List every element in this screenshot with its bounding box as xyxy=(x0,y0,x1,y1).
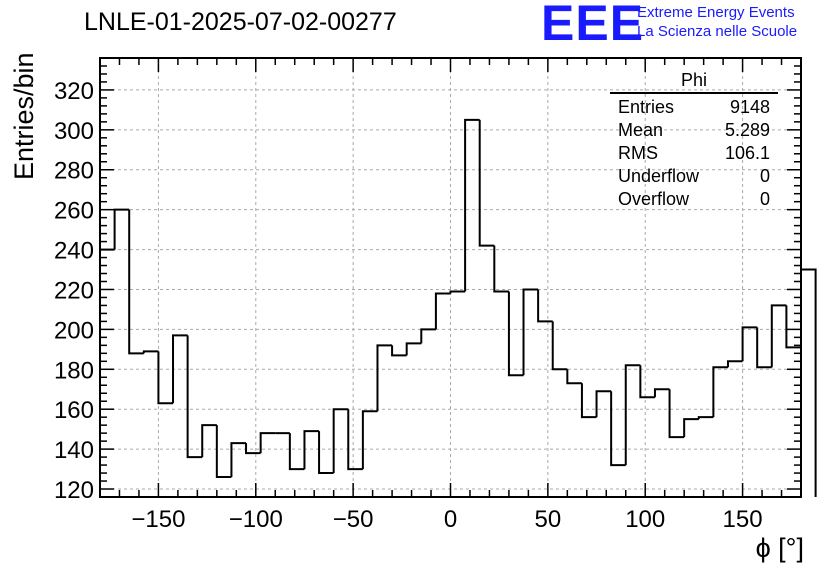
histogram-bin xyxy=(405,342,422,356)
y-axis-label: Entries/bin xyxy=(9,52,39,180)
stats-row: Entries 9148 xyxy=(610,96,778,119)
histogram-bin xyxy=(288,433,305,471)
stats-value: 0 xyxy=(759,189,770,209)
stats-label: Entries xyxy=(618,97,675,117)
histogram-bin xyxy=(580,383,597,419)
histogram-bin xyxy=(376,344,393,412)
histogram-bin xyxy=(186,335,203,459)
x-tick-label: −150 xyxy=(131,506,185,533)
histogram-bin xyxy=(391,345,407,357)
x-tick-label: −100 xyxy=(229,506,283,533)
histogram-bin xyxy=(624,364,641,466)
stats-value: 9148 xyxy=(729,97,770,117)
tick-labels: −150 −100 −50 0 50 100 150 120 140 160 180 200 220 24… xyxy=(54,78,763,533)
histogram-bin xyxy=(332,408,349,474)
histogram-bin xyxy=(128,209,144,355)
histogram-bin xyxy=(537,289,553,323)
stats-label: Underflow xyxy=(618,166,700,186)
histogram-bin xyxy=(303,430,320,470)
y-tick-label: 140 xyxy=(54,437,94,464)
histogram-bin xyxy=(259,432,276,454)
histogram-bin xyxy=(756,327,772,369)
stats-value: 106.1 xyxy=(724,143,770,163)
histogram-bin xyxy=(697,416,714,420)
histogram-bin xyxy=(142,350,159,354)
histogram-bin xyxy=(683,418,699,438)
histogram-bin xyxy=(318,431,334,475)
histogram-bin xyxy=(113,208,130,250)
histogram-bin xyxy=(800,268,817,497)
histogram-bin xyxy=(551,321,568,371)
logo-line-2: La Scienza nelle Scuole xyxy=(637,23,798,40)
histogram-bin xyxy=(595,390,612,418)
histogram-bin xyxy=(99,248,115,497)
logo-line-1: Extreme Energy Events xyxy=(637,4,795,21)
histogram-bin xyxy=(478,119,495,247)
x-tick-label: 150 xyxy=(723,506,763,533)
histogram-bin xyxy=(522,288,539,376)
histogram-bin xyxy=(361,410,378,470)
stats-row: Overflow 0 xyxy=(610,188,778,211)
stats-title: Phi xyxy=(610,70,778,94)
histogram-bin xyxy=(653,388,670,398)
y-tick-label: 220 xyxy=(54,277,94,304)
histogram-bin xyxy=(230,442,247,478)
x-tick-label: −50 xyxy=(333,506,374,533)
histogram-bin xyxy=(785,305,801,349)
histogram-bin xyxy=(566,369,582,385)
y-tick-label: 320 xyxy=(54,78,94,105)
y-tick-label: 260 xyxy=(54,198,94,225)
stats-box: Phi Entries 9148 Mean 5.289 RMS 106.1 Under… xyxy=(610,70,778,211)
y-tick-label: 200 xyxy=(54,317,94,344)
stats-row: Mean 5.289 xyxy=(610,119,778,142)
y-tick-label: 120 xyxy=(54,477,94,504)
histogram-bin xyxy=(157,351,174,405)
grid-lines xyxy=(100,58,801,497)
histogram-bin xyxy=(434,292,451,330)
histogram-bin xyxy=(347,409,363,471)
histogram-bin xyxy=(726,360,743,368)
histogram-bin xyxy=(449,290,466,294)
y-tick-label: 280 xyxy=(54,158,94,185)
histogram-bin xyxy=(507,291,524,377)
y-tick-label: 300 xyxy=(54,118,94,145)
chart-title: LNLE-01-2025-07-02-00277 xyxy=(84,8,397,36)
stats-row: Underflow 0 xyxy=(610,165,778,188)
eee-logo: EEE xyxy=(541,0,645,51)
y-tick-label: 240 xyxy=(54,238,94,265)
histogram-bin xyxy=(610,391,626,467)
stats-value: 0 xyxy=(759,166,770,186)
histogram-bin xyxy=(215,425,232,479)
x-tick-label: 100 xyxy=(625,506,665,533)
histogram-bin xyxy=(770,304,787,368)
histogram-bin xyxy=(668,389,685,439)
stats-row: RMS 106.1 xyxy=(610,142,778,165)
x-tick-label: 50 xyxy=(535,506,562,533)
histogram-bin xyxy=(201,424,217,458)
histogram-bin xyxy=(464,118,480,292)
x-tick-label: 0 xyxy=(444,506,457,533)
histogram-bin xyxy=(741,326,758,362)
histogram-bin xyxy=(493,245,509,293)
x-axis-label: ϕ [°] xyxy=(755,533,804,563)
axis-ticks xyxy=(100,57,801,497)
histogram-bin xyxy=(172,334,188,404)
stats-value: 5.289 xyxy=(724,120,770,140)
stats-label: Mean xyxy=(618,120,664,140)
y-tick-label: 180 xyxy=(54,357,94,384)
histogram-bin xyxy=(420,328,436,344)
stats-label: Overflow xyxy=(618,189,690,209)
logo-caption: Extreme Energy Events La Scienza nelle S… xyxy=(637,3,797,41)
stats-label: RMS xyxy=(618,143,658,163)
histogram-bin xyxy=(639,365,655,399)
y-tick-label: 160 xyxy=(54,397,94,424)
histogram-bin xyxy=(245,443,261,455)
histogram-bin xyxy=(712,366,728,418)
